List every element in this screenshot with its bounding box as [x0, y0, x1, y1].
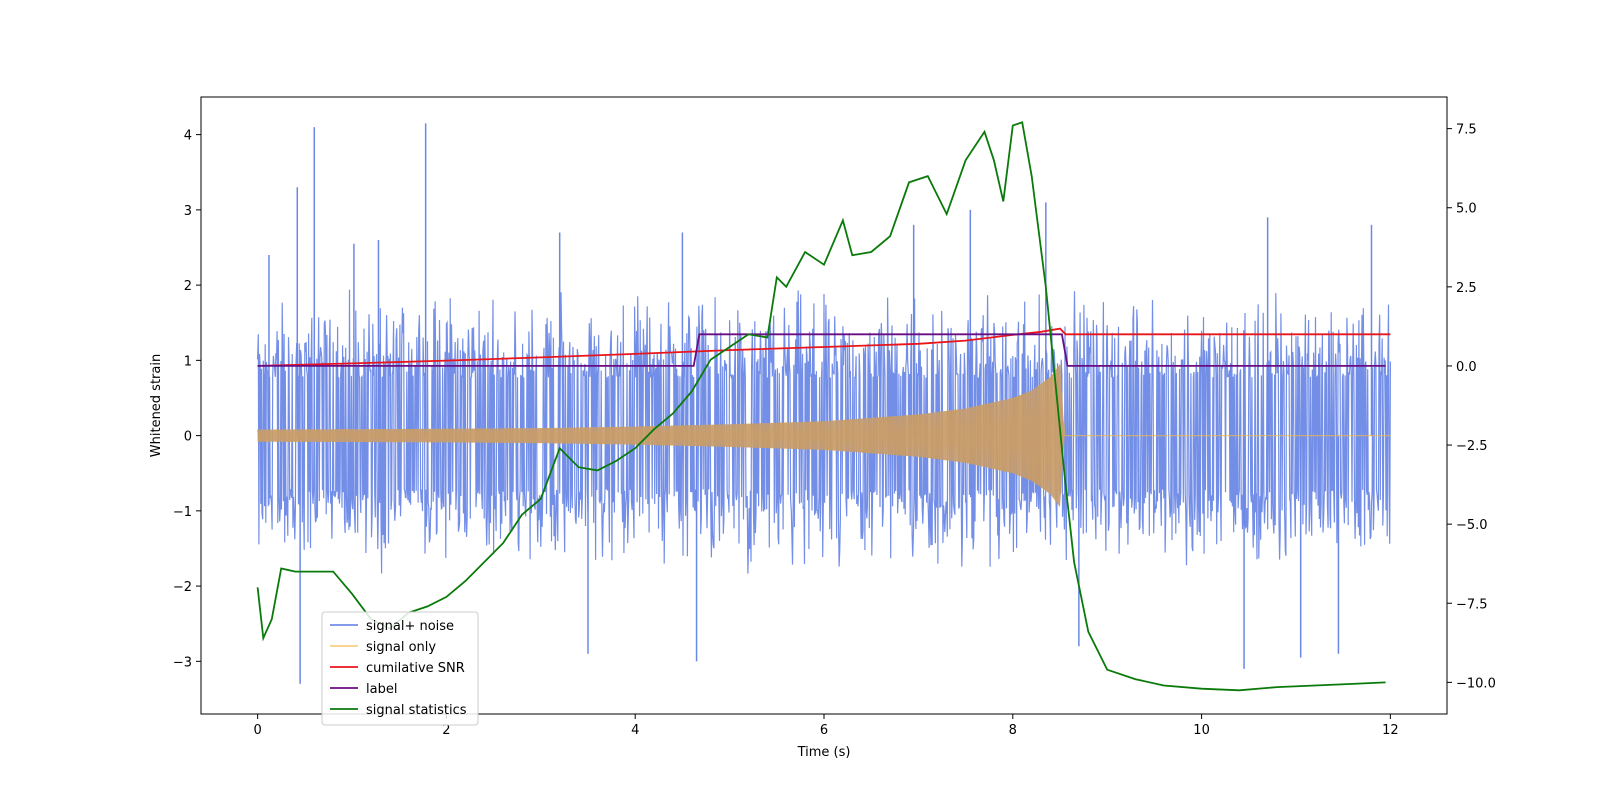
x-tick-label: 10 [1193, 723, 1210, 738]
y-tick-label: 4 [184, 129, 192, 144]
series-signal-noise-line [257, 289, 1391, 574]
y2-tick-label: −7.5 [1456, 597, 1488, 612]
plot-clipped-group [256, 121, 1391, 692]
x-axis-label: Time (s) [797, 745, 851, 760]
y-tick-label: −1 [173, 505, 192, 520]
legend: signal+ noise signal only cumilative SNR la… [321, 611, 479, 726]
x-tick-label: 0 [253, 723, 261, 738]
y2-tick-label: 7.5 [1456, 123, 1477, 138]
y2-tick-label: 0.0 [1456, 360, 1477, 375]
y2-tick-label: −10.0 [1456, 676, 1496, 691]
y-tick-label: 3 [184, 204, 192, 219]
y-tick-label: 1 [184, 354, 192, 369]
series-signal-only-envelope [257, 364, 1391, 508]
plot-area [256, 121, 1391, 692]
legend-label: cumilative SNR [366, 661, 465, 676]
x-tick-label: 8 [1009, 723, 1017, 738]
y2-tick-label: 2.5 [1456, 281, 1477, 296]
y-tick-label: 0 [184, 430, 192, 445]
x-tick-label: 12 [1382, 723, 1399, 738]
y2-tick-label: 5.0 [1456, 202, 1477, 217]
y2-tick-label: −2.5 [1456, 439, 1488, 454]
legend-label: signal only [366, 640, 436, 655]
y2-tick-label: −5.0 [1456, 518, 1488, 533]
legend-label: signal statistics [366, 703, 467, 718]
y-tick-label: −2 [173, 580, 192, 595]
x-tick-label: 4 [631, 723, 639, 738]
series-label-line [257, 333, 1386, 367]
legend-box [321, 611, 479, 726]
y-axis-label: Whitened strain [149, 354, 164, 457]
x-tick-label: 6 [820, 723, 828, 738]
y-tick-label: −3 [173, 655, 192, 670]
series-cumilative-snr-line [257, 327, 1391, 367]
legend-label: label [366, 682, 397, 697]
axes: 0 2 4 6 8 10 12−3−2−101234−10.0−7.5−5.0−2.50.0… [173, 96, 1496, 738]
x-tick-label: 2 [442, 723, 450, 738]
legend-label: signal+ noise [366, 619, 454, 634]
y-tick-label: 2 [184, 279, 192, 294]
